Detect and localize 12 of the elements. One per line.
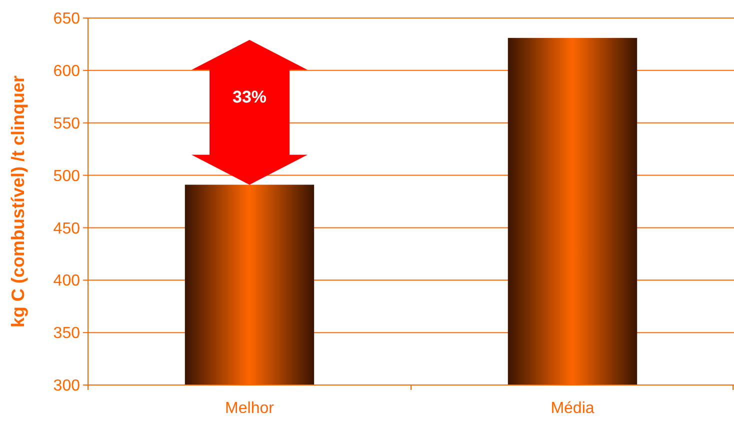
y-tick-label: 600 xyxy=(53,63,80,80)
y-tick-label: 650 xyxy=(53,10,80,28)
x-tick-label: Média xyxy=(550,400,594,417)
y-tick-label: 350 xyxy=(53,325,80,342)
y-tick-label: 500 xyxy=(53,168,80,185)
y-tick-label: 450 xyxy=(53,220,80,238)
annotation: 33% xyxy=(232,87,267,106)
x-tick-label: Melhor xyxy=(225,400,275,417)
y-tick-label: 400 xyxy=(53,272,80,290)
y-axis-title: kg C (combustível) /t clinquer xyxy=(8,75,28,328)
y-tick-label: 300 xyxy=(53,378,80,395)
y-tick-label: 550 xyxy=(53,115,80,132)
